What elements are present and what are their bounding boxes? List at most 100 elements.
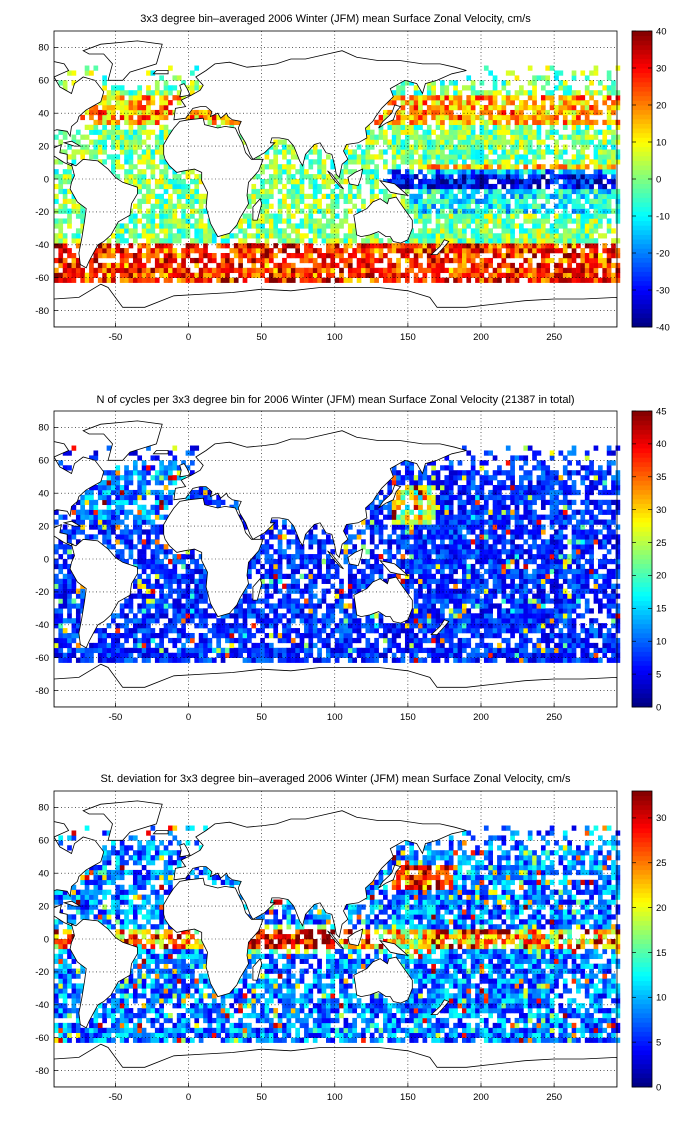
- bin-cell: [352, 154, 357, 159]
- bin-cell: [177, 613, 182, 618]
- bin-cell: [418, 105, 423, 110]
- bin-cell: [89, 505, 94, 510]
- bin-cell: [243, 253, 248, 258]
- bin-cell: [418, 189, 423, 194]
- bin-cell: [63, 135, 68, 140]
- bin-cell: [304, 223, 309, 228]
- bin-cell: [155, 544, 160, 549]
- bin-cell: [401, 159, 406, 164]
- bin-cell: [589, 268, 594, 273]
- bin-cell: [199, 218, 204, 223]
- bin-cell: [164, 569, 169, 574]
- bin-cell: [572, 189, 577, 194]
- bin-cell: [440, 204, 445, 209]
- bin-cell: [510, 174, 515, 179]
- bin-cell: [374, 169, 379, 174]
- bin-cell: [431, 105, 436, 110]
- bin-cell: [335, 648, 340, 653]
- bin-cell: [278, 598, 283, 603]
- bin-cell: [528, 238, 533, 243]
- bin-cell: [172, 268, 177, 273]
- bin-cell: [164, 238, 169, 243]
- bin-cell: [352, 574, 357, 579]
- bin-cell: [269, 174, 274, 179]
- bin-cell: [111, 253, 116, 258]
- bin-cell: [151, 584, 156, 589]
- bin-cell: [594, 243, 599, 248]
- bin-cell: [80, 214, 85, 219]
- bin-cell: [225, 623, 230, 628]
- bin-cell: [515, 268, 520, 273]
- bin-cell: [229, 278, 234, 283]
- bin-cell: [190, 209, 195, 214]
- bin-cell: [221, 658, 226, 663]
- bin-cell: [159, 544, 164, 549]
- bin-cell: [313, 554, 318, 559]
- bin-cell: [186, 268, 191, 273]
- bin-cell: [510, 140, 515, 145]
- bin-cell: [164, 80, 169, 85]
- bin-cell: [124, 485, 129, 490]
- bin-cell: [137, 549, 142, 554]
- bin-cell: [164, 263, 169, 268]
- bin-cell: [203, 495, 208, 500]
- bin-cell: [330, 268, 335, 273]
- bin-cell: [194, 199, 199, 204]
- bin-cell: [493, 140, 498, 145]
- bin-cell: [414, 594, 419, 599]
- bin-cell: [423, 164, 428, 169]
- bin-cell: [102, 100, 107, 105]
- bin-cell: [532, 100, 537, 105]
- bin-cell: [282, 258, 287, 263]
- bin-cell: [572, 228, 577, 233]
- bin-cell: [304, 603, 309, 608]
- bin-cell: [440, 135, 445, 140]
- bin-cell: [519, 273, 524, 278]
- bin-cell: [466, 194, 471, 199]
- bin-cell: [611, 209, 616, 214]
- bin-cell: [67, 618, 72, 623]
- bin-cell: [348, 643, 353, 648]
- bin-cell: [102, 115, 107, 120]
- bin-cell: [85, 278, 90, 283]
- bin-cell: [523, 204, 528, 209]
- bin-cell: [453, 238, 458, 243]
- bin-cell: [308, 579, 313, 584]
- bin-cell: [115, 485, 120, 490]
- bin-cell: [120, 633, 125, 638]
- bin-cell: [427, 95, 432, 100]
- bin-cell: [567, 120, 572, 125]
- bin-cell: [488, 218, 493, 223]
- bin-cell: [317, 539, 322, 544]
- bin-cell: [528, 233, 533, 238]
- bin-cell: [466, 110, 471, 115]
- bin-cell: [598, 179, 603, 184]
- bin-cell: [129, 470, 134, 475]
- bin-cell: [322, 559, 327, 564]
- bin-cell: [177, 579, 182, 584]
- chart-title: N of cycles per 3x3 degree bin for 2006 …: [96, 394, 574, 406]
- bin-cell: [269, 574, 274, 579]
- bin-cell: [510, 144, 515, 149]
- y-tick-label: 80: [38, 43, 49, 54]
- bin-cell: [572, 90, 577, 95]
- bin-cell: [532, 105, 537, 110]
- bin-cell: [190, 446, 195, 451]
- bin-cell: [414, 608, 419, 613]
- bin-cell: [317, 159, 322, 164]
- bin-cell: [475, 218, 480, 223]
- bin-cell: [287, 164, 292, 169]
- bin-cell: [146, 623, 151, 628]
- bin-cell: [313, 594, 318, 599]
- bin-cell: [317, 174, 322, 179]
- bin-cell: [63, 189, 68, 194]
- bin-cell: [181, 594, 186, 599]
- bin-cell: [177, 594, 182, 599]
- bin-cell: [124, 658, 129, 663]
- bin-cell: [172, 638, 177, 643]
- bin-cell: [576, 278, 581, 283]
- bin-cell: [194, 598, 199, 603]
- bin-cell: [431, 140, 436, 145]
- bin-cell: [199, 238, 204, 243]
- bin-cell: [559, 100, 564, 105]
